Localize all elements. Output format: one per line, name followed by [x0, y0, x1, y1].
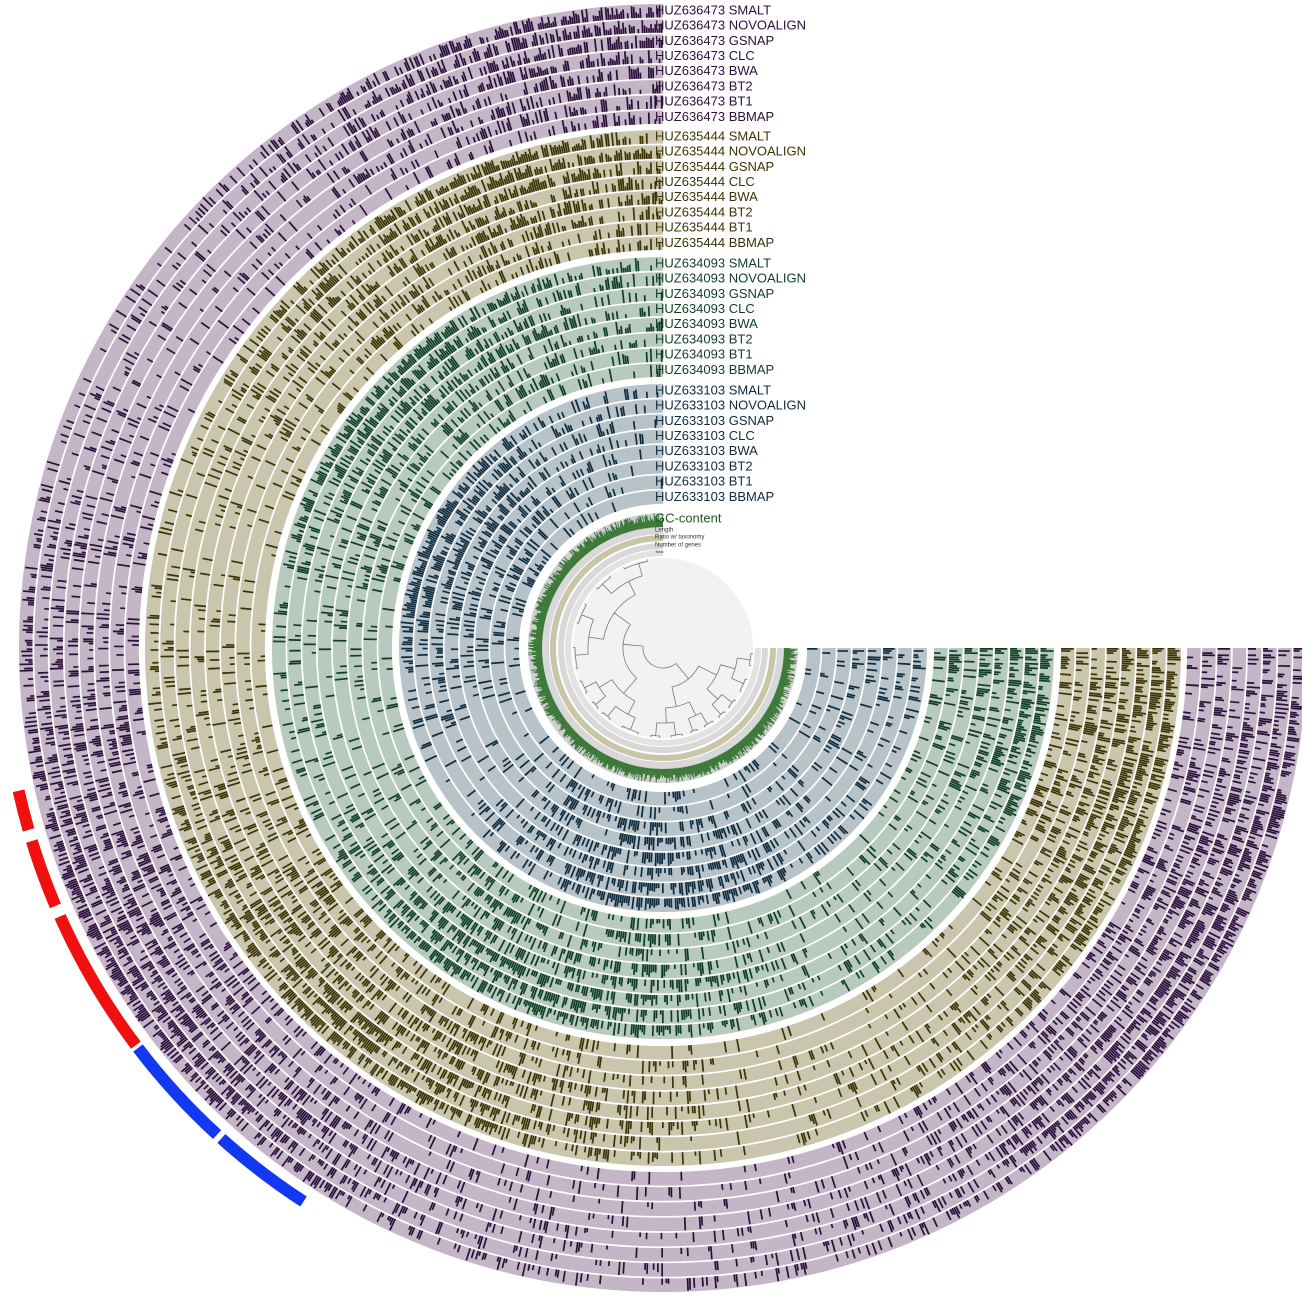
layer-label: HUZ636473 GSNAP	[655, 33, 774, 48]
layer-label: HUZ634093 BBMAP	[655, 362, 774, 377]
layer-label: HUZ633103 CLC	[655, 428, 755, 443]
layer-label: HUZ633103 SMALT	[655, 382, 771, 397]
layer-label: HUZ636473 BBMAP	[655, 109, 774, 124]
layer-label: HUZ634093 BT1	[655, 347, 753, 362]
layer-label: Total	[655, 549, 664, 554]
layer-label: HUZ635444 BWA	[655, 189, 758, 204]
layer-label: HUZ633103 BBMAP	[655, 489, 774, 504]
layer-label: HUZ636473 SMALT	[655, 2, 771, 17]
layer-label: HUZ633103 BT2	[655, 458, 753, 473]
layer-label: HUZ636473 BWA	[655, 63, 758, 78]
layer-label: HUZ633103 GSNAP	[655, 413, 774, 428]
layer-label: HUZ634093 SMALT	[655, 255, 771, 270]
layer-label: HUZ634093 BT2	[655, 331, 753, 346]
bin-arc	[217, 1134, 307, 1207]
layer-label: HUZ636473 NOVOALIGN	[655, 18, 806, 33]
layer-label: Length	[655, 528, 673, 534]
layer-label: HUZ634093 NOVOALIGN	[655, 271, 806, 286]
bin-arc	[12, 789, 35, 832]
layer-label: HUZ634093 BWA	[655, 316, 758, 331]
layer-label: HUZ633103 NOVOALIGN	[655, 398, 806, 413]
layer-label: HUZ633103 BWA	[655, 443, 758, 458]
layer-label: HUZ635444 CLC	[655, 174, 755, 189]
bin-arc	[133, 1044, 222, 1140]
layer-label: Number of genes	[655, 543, 701, 549]
bin-arc	[54, 914, 141, 1049]
layer-label: HUZ635444 BT1	[655, 220, 753, 235]
layer-label: HUZ636473 BT2	[655, 78, 753, 93]
bin-arc	[26, 839, 61, 909]
layer-label: HUZ633103 BT1	[655, 474, 753, 489]
layer-label: GC-content	[655, 510, 722, 525]
layer-label: HUZ636473 CLC	[655, 48, 755, 63]
layer-label: HUZ635444 SMALT	[655, 128, 771, 143]
layer-label: HUZ635444 GSNAP	[655, 159, 774, 174]
layer-label: HUZ636473 BT1	[655, 94, 753, 109]
layer-label: HUZ634093 CLC	[655, 301, 755, 316]
layer-label: Ratio w/ taxonomy	[655, 535, 704, 541]
dendrogram	[572, 559, 753, 738]
layer-label: HUZ635444 NOVOALIGN	[655, 144, 806, 159]
layer-label: HUZ635444 BT2	[655, 204, 753, 219]
layer-label: HUZ634093 GSNAP	[655, 286, 774, 301]
layer-label: HUZ635444 BBMAP	[655, 235, 774, 250]
tree-bg	[573, 558, 753, 738]
